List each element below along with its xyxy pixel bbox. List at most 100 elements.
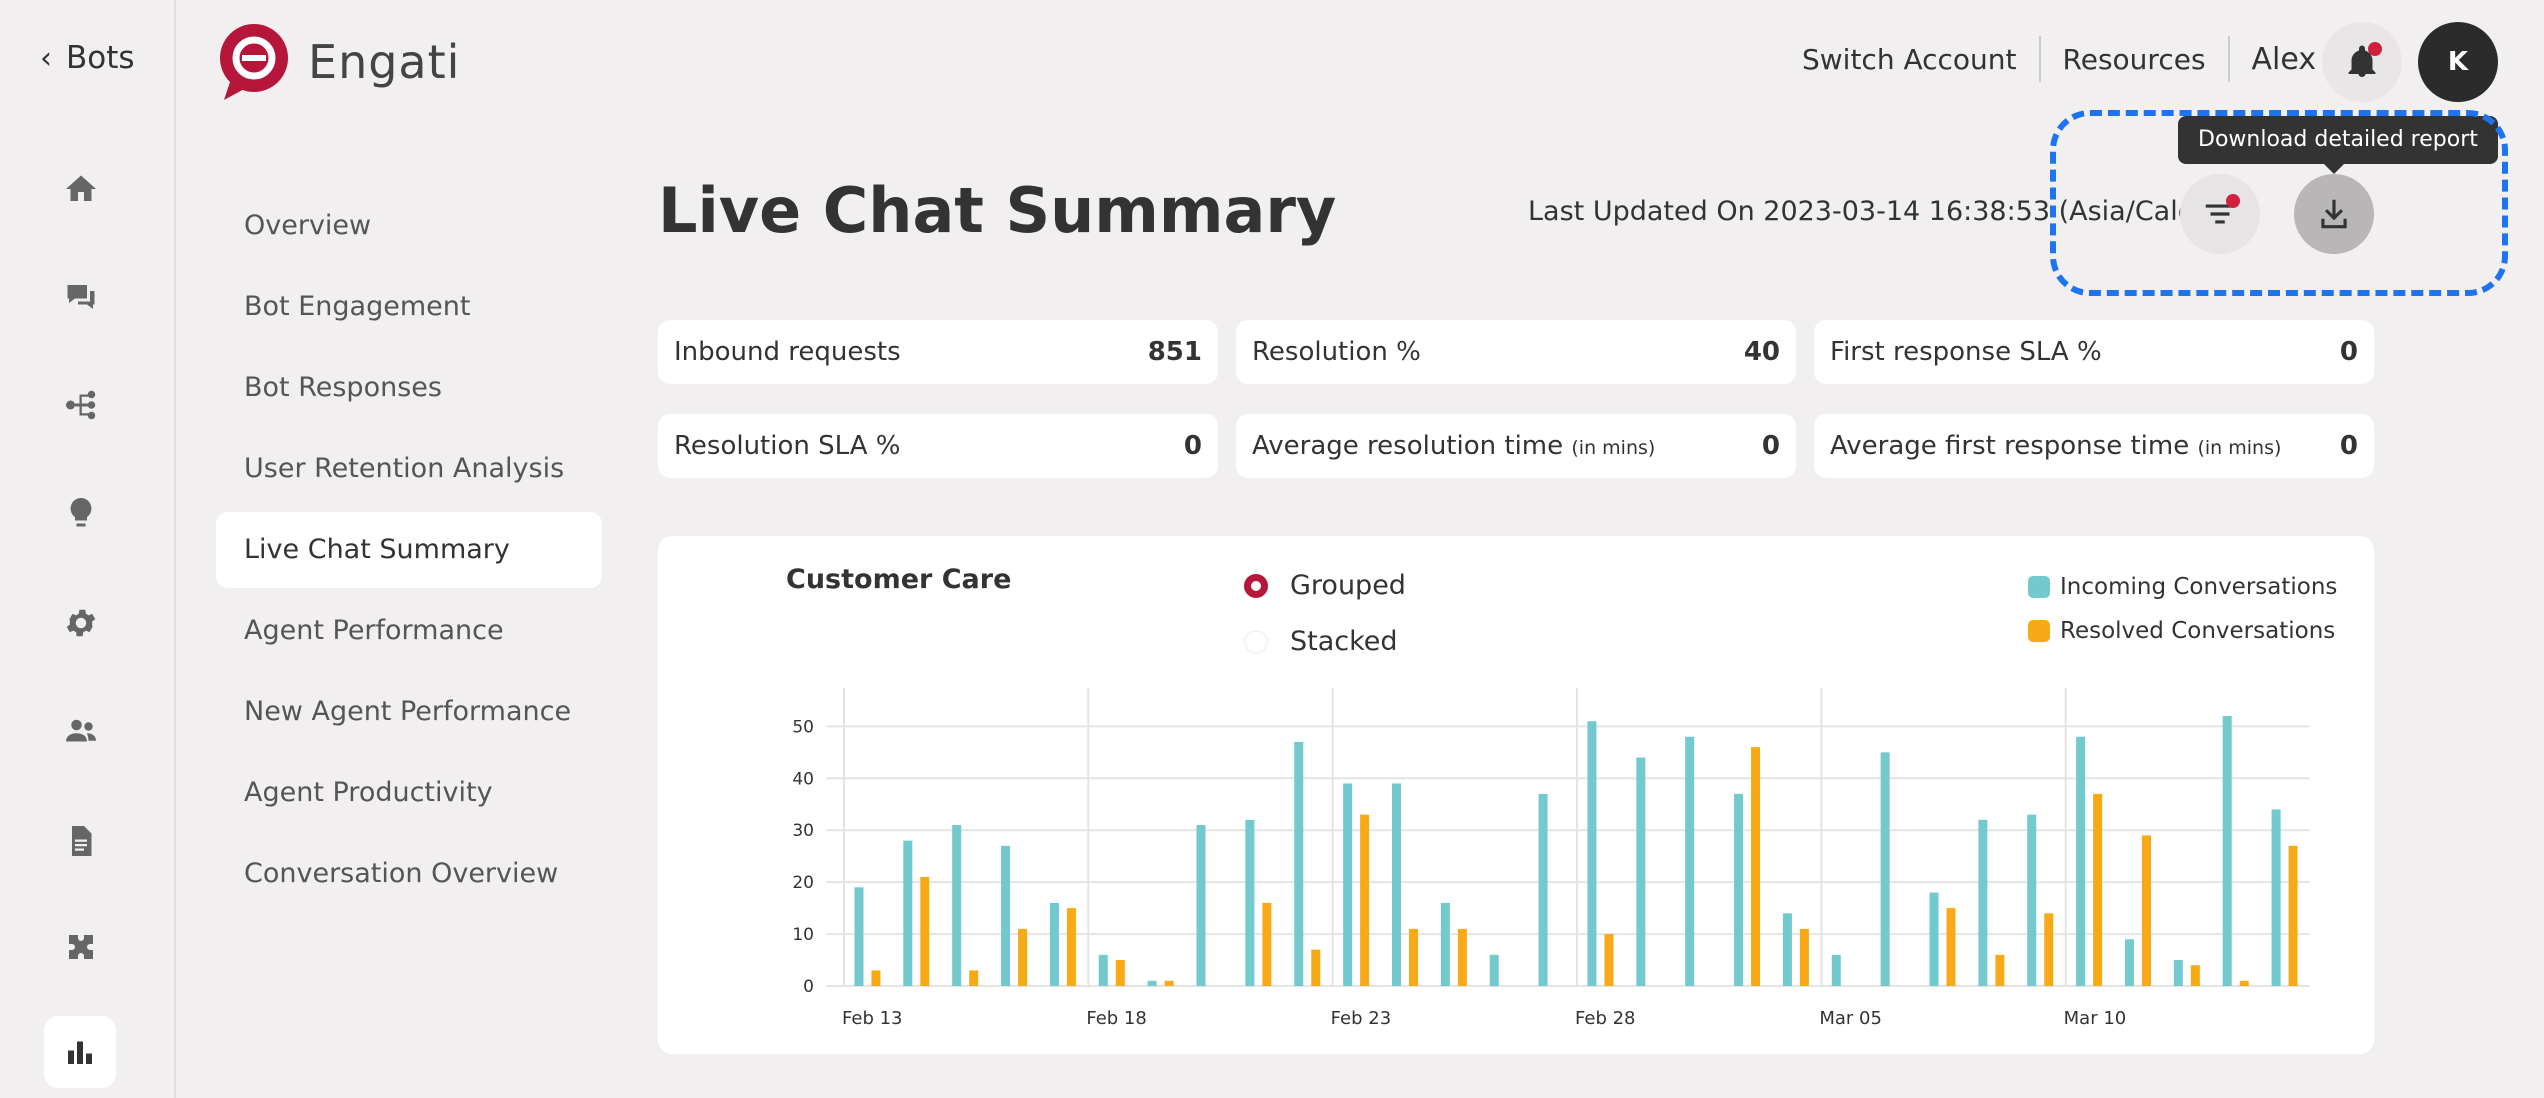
- chevron-left-icon: ‹: [40, 40, 52, 76]
- stat-value: 0: [1761, 431, 1780, 461]
- filter-icon: [2205, 204, 2235, 224]
- legend-label: Resolved Conversations: [2060, 618, 2336, 644]
- bar-resolved: [1311, 949, 1321, 986]
- subnav-item-new-agent-performance[interactable]: New Agent Performance: [244, 696, 572, 727]
- back-to-bots-link[interactable]: ‹ Bots: [40, 40, 135, 76]
- bar-incoming: [1538, 793, 1548, 986]
- bar-resolved: [1604, 934, 1614, 986]
- x-tick-label: Feb 18: [1086, 1008, 1147, 1029]
- bar-incoming: [903, 840, 913, 986]
- engati-logo: Engati: [218, 22, 460, 102]
- bar-incoming: [1196, 825, 1206, 986]
- stat-label: Average resolution time (in mins): [1252, 431, 1656, 461]
- stat-label: First response SLA %: [1830, 337, 2102, 367]
- x-tick-label: Feb 13: [842, 1008, 903, 1029]
- bar-incoming: [1587, 721, 1597, 986]
- bar-resolved: [2141, 835, 2151, 986]
- bar-incoming: [952, 825, 962, 986]
- page-title: Live Chat Summary: [658, 174, 1337, 247]
- avatar[interactable]: K: [2418, 22, 2498, 102]
- subnav-item-user-retention-analysis[interactable]: User Retention Analysis: [244, 453, 565, 484]
- legend-resolved[interactable]: Resolved Conversations: [2028, 618, 2335, 644]
- y-tick-label: 50: [792, 717, 814, 737]
- bar-incoming: [1343, 783, 1353, 986]
- subnav-item-conversation-overview[interactable]: Conversation Overview: [244, 858, 559, 889]
- document-icon[interactable]: [58, 818, 104, 864]
- bar-incoming: [1001, 845, 1011, 986]
- stat-card-average-resolution-time: Average resolution time (in mins) 0: [1236, 414, 1796, 478]
- radio-unselected-indicator: [1244, 629, 1268, 654]
- bar-incoming: [854, 887, 864, 986]
- bar-incoming: [2076, 736, 2086, 986]
- subnav-item-live-chat-summary[interactable]: Live Chat Summary: [216, 512, 602, 588]
- bar-resolved: [1262, 902, 1272, 986]
- y-tick-label: 30: [792, 821, 814, 841]
- logo-text: Engati: [308, 35, 461, 89]
- filter-button[interactable]: [2180, 174, 2260, 254]
- left-rail: ‹ Bots: [0, 0, 176, 1098]
- chat-icon[interactable]: [58, 274, 104, 320]
- y-tick-label: 0: [803, 977, 814, 997]
- subnav-item-bot-responses[interactable]: Bot Responses: [244, 372, 442, 403]
- home-icon[interactable]: [58, 166, 104, 212]
- stat-card-first-response-sla: First response SLA % 0: [1814, 320, 2374, 384]
- bar-incoming: [1831, 954, 1841, 986]
- stat-card-inbound-requests: Inbound requests 851: [658, 320, 1218, 384]
- y-tick-label: 10: [792, 925, 814, 945]
- filter-active-dot: [2226, 194, 2240, 208]
- bar-incoming: [1147, 980, 1157, 986]
- stat-value: 851: [1147, 337, 1202, 367]
- bar-resolved: [2288, 845, 2298, 986]
- y-tick-label: 20: [792, 873, 814, 893]
- bar-resolved: [1018, 928, 1028, 986]
- header-divider: [2038, 36, 2041, 82]
- bar-resolved: [920, 876, 930, 986]
- grouped-label: Grouped: [1290, 570, 1406, 601]
- legend-incoming[interactable]: Incoming Conversations: [2028, 574, 2337, 600]
- notifications-button[interactable]: [2322, 22, 2402, 102]
- stat-card-resolution-sla: Resolution SLA % 0: [658, 414, 1218, 478]
- bar-chart-icon: [68, 1041, 92, 1064]
- users-icon[interactable]: [58, 708, 104, 754]
- notification-dot: [2368, 42, 2382, 56]
- analytics-nav-button[interactable]: [44, 1016, 116, 1088]
- legend-swatch-incoming: [2028, 576, 2050, 598]
- switch-account-link[interactable]: Switch Account: [1802, 42, 2017, 76]
- subnav-item-agent-performance[interactable]: Agent Performance: [244, 615, 504, 646]
- download-report-button[interactable]: [2294, 174, 2374, 254]
- bar-resolved: [1360, 814, 1370, 986]
- x-tick-label: Feb 28: [1575, 1008, 1636, 1029]
- bar-incoming: [1978, 819, 1988, 986]
- bar-chart: 0 10 20 30 40 50 Feb 13 Feb 18 Feb 23 Feb 28 Mar 0…: [792, 688, 2310, 1029]
- grouped-radio[interactable]: Grouped: [1244, 570, 1406, 601]
- bar-resolved: [1066, 908, 1076, 986]
- stat-value: 0: [2339, 337, 2358, 367]
- stat-label: Average first response time (in mins): [1830, 431, 2282, 461]
- gear-icon[interactable]: [58, 600, 104, 646]
- bar-resolved: [1751, 747, 1761, 986]
- user-name[interactable]: Alex: [2251, 41, 2317, 77]
- x-tick-label: Mar 05: [1819, 1008, 1882, 1029]
- puzzle-icon[interactable]: [58, 924, 104, 970]
- stat-value: 40: [1743, 337, 1780, 367]
- stat-value: 0: [1183, 431, 1202, 461]
- x-tick-label: Mar 10: [2064, 1008, 2127, 1029]
- bulb-icon[interactable]: [58, 490, 104, 536]
- resources-link[interactable]: Resources: [2062, 42, 2206, 76]
- subnav-item-overview[interactable]: Overview: [244, 210, 372, 241]
- bar-incoming: [1685, 736, 1695, 986]
- bar-incoming: [2173, 960, 2183, 986]
- bar-incoming: [1489, 954, 1499, 986]
- analytics-subnav: Overview Bot Engagement Bot Responses Us…: [216, 188, 602, 917]
- subnav-item-bot-engagement[interactable]: Bot Engagement: [244, 291, 471, 322]
- flow-icon[interactable]: [58, 382, 104, 428]
- highlight-box: [2050, 110, 2508, 296]
- stacked-radio[interactable]: Stacked: [1244, 626, 1398, 657]
- subnav-item-agent-productivity[interactable]: Agent Productivity: [244, 777, 493, 808]
- bar-incoming: [1391, 783, 1401, 986]
- download-icon: [2321, 199, 2347, 229]
- radio-selected-indicator: [1244, 573, 1268, 598]
- chart-title: Customer Care: [786, 564, 1012, 595]
- chart-card: Customer Care Grouped Stacked Incoming C…: [658, 536, 2374, 1054]
- bar-resolved: [1457, 928, 1467, 986]
